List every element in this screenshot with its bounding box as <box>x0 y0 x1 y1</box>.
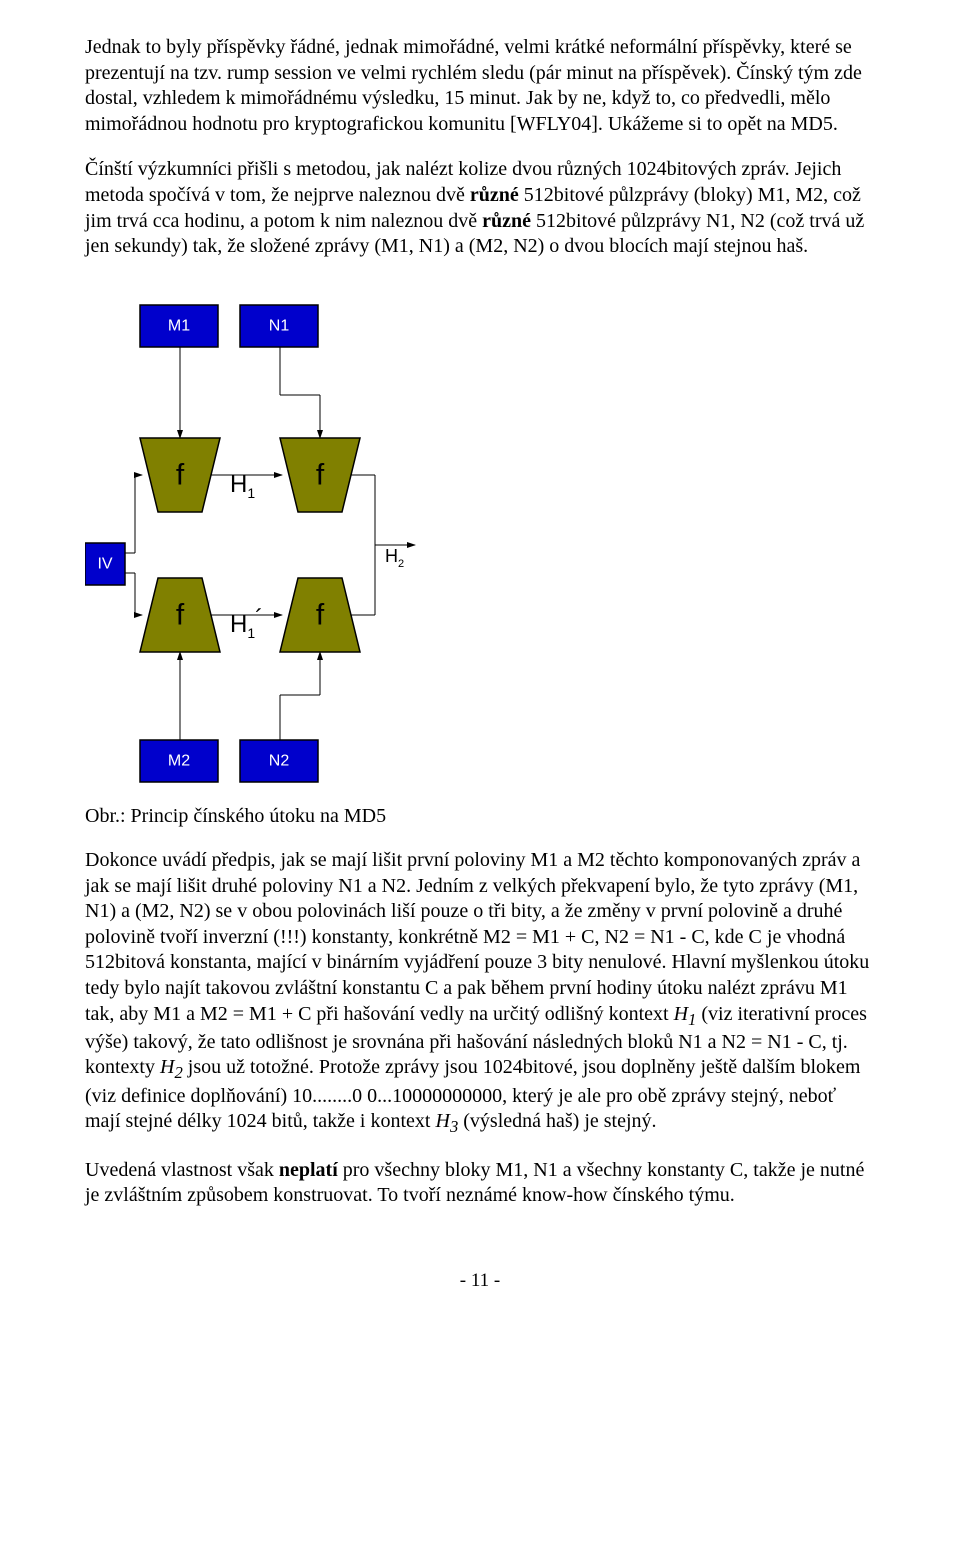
char: H <box>160 1056 174 1078</box>
bold-text: různé <box>482 210 531 232</box>
svg-text:N2: N2 <box>269 752 290 769</box>
text: Jednak to byly příspěvky řádné, jednak m… <box>85 36 862 135</box>
svg-text:N1: N1 <box>269 317 290 334</box>
paragraph-3: Dokonce uvádí předpis, jak se mají lišit… <box>85 848 875 1138</box>
svg-text:f: f <box>176 598 185 631</box>
diagram-md5-attack: M1N1M2N2IVffffH1H1´H2 <box>85 295 875 803</box>
paragraph-4: Uvedená vlastnost však neplatí pro všech… <box>85 1158 875 1209</box>
text: Uvedená vlastnost však <box>85 1159 279 1181</box>
char: H <box>435 1110 449 1132</box>
svg-text:f: f <box>316 598 325 631</box>
svg-text:IV: IV <box>97 555 112 572</box>
sub: 2 <box>174 1063 182 1082</box>
svg-text:f: f <box>176 458 185 491</box>
paragraph-2: Čínští výzkumníci přišli s metodou, jak … <box>85 157 875 259</box>
svg-text:H2: H2 <box>385 546 404 570</box>
bold-text: neplatí <box>279 1159 338 1181</box>
svg-text:H1´: H1´ <box>230 605 263 641</box>
diagram-svg: M1N1M2N2IVffffH1H1´H2 <box>85 295 575 795</box>
text: Dokonce uvádí předpis, jak se mají lišit… <box>85 849 869 1025</box>
char: H <box>674 1003 688 1025</box>
svg-text:M2: M2 <box>168 752 190 769</box>
figure-caption: Obr.: Princip čínského útoku na MD5 <box>85 804 875 830</box>
svg-text:f: f <box>316 458 325 491</box>
page: Jednak to byly příspěvky řádné, jednak m… <box>0 0 960 1333</box>
bold-text: různé <box>470 184 519 206</box>
math-h3: H3 <box>435 1110 458 1132</box>
paragraph-1: Jednak to byly příspěvky řádné, jednak m… <box>85 35 875 137</box>
math-h1: H1 <box>674 1003 697 1025</box>
page-number: - 11 - <box>85 1269 875 1293</box>
math-h2: H2 <box>160 1056 183 1078</box>
svg-text:M1: M1 <box>168 317 190 334</box>
text: (výsledná haš) je stejný. <box>458 1110 656 1132</box>
